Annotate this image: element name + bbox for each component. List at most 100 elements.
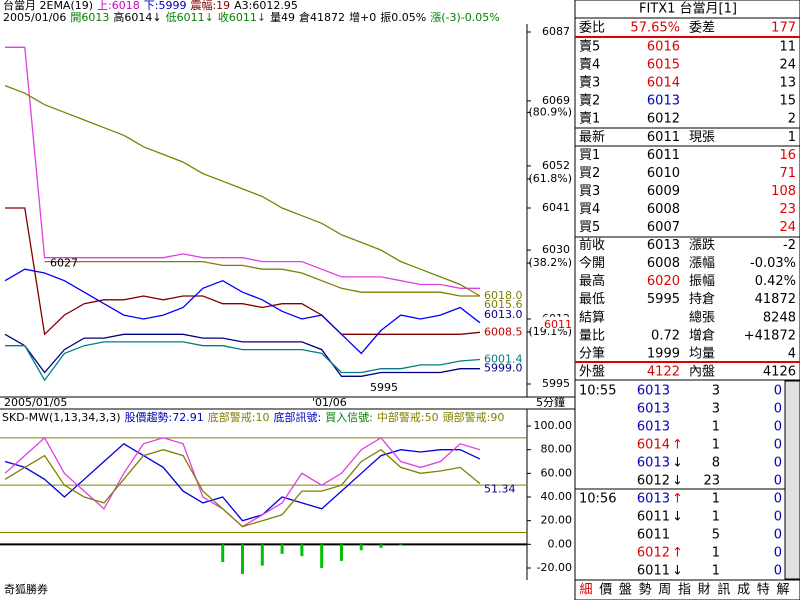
quote-cell: 41872 (755, 292, 796, 307)
quote-cell: 賣2 (579, 94, 600, 109)
status-item: 中部警戒:50 (377, 410, 439, 424)
status-item: 倉41872 (299, 10, 345, 24)
line-label: 6001.4 (484, 353, 523, 366)
tick-price: 6014 (637, 438, 670, 453)
quote-cell: 最高 (579, 273, 605, 289)
quote-cell: 買3 (579, 184, 600, 199)
quote-cell: 4122 (647, 364, 680, 379)
status-line: 2005/01/06 開6013 高6014↓ 低6011↓ 收6011↓ 量49 倉418… (3, 10, 500, 24)
fib-label: (61.8%) (528, 172, 572, 185)
line-label: 6015.6 (484, 298, 523, 311)
histogram-bar (260, 544, 264, 566)
tab[interactable]: 指 (678, 583, 691, 598)
high-mark: 6027 (50, 257, 78, 270)
tab[interactable]: 盤 (619, 583, 632, 598)
quote-cell: 13 (779, 76, 796, 91)
price-line (5, 341, 481, 382)
y-tick-label: 6041 (542, 201, 570, 214)
tick-count: 0 (774, 510, 782, 525)
status-item: 增+0 (349, 10, 376, 24)
status-item: 開6013 (70, 11, 109, 24)
status-item: 振0.05% (380, 10, 426, 24)
quote-cell: 賣5 (579, 40, 600, 55)
status-item: 收6011↓ (218, 10, 266, 24)
quote-cell: 增倉 (689, 328, 715, 343)
quote-cell: 外盤 (579, 364, 605, 379)
quote-cell: 漲幅 (689, 256, 715, 271)
tick-count: 0 (774, 528, 782, 543)
line-label: 6008.5 (484, 325, 523, 338)
quote-cell: 1 (788, 130, 796, 145)
status-item: 上:6018 (97, 0, 140, 12)
tick-volume: 1 (712, 546, 720, 561)
y-tick-label: 20.00 (541, 514, 573, 527)
quote-cell: 委差 (689, 21, 715, 36)
scrollbar[interactable] (784, 380, 800, 580)
quote-cell: 漲跌 (689, 237, 715, 253)
tab[interactable]: 訊 (717, 583, 730, 598)
tick-price: 6012 (637, 546, 670, 561)
quote-cell: 23 (779, 202, 796, 217)
quote-cell: 6008 (647, 202, 680, 217)
quote-cell: 委比 (579, 21, 605, 36)
quote-cell: 8248 (763, 310, 796, 325)
tick-price: 6013 (637, 384, 670, 399)
quote-cell: 6009 (647, 184, 680, 199)
fib-label: (80.9%) (528, 105, 572, 118)
quote-cell: 賣3 (579, 76, 600, 91)
y-tick-label: -20.00 (537, 561, 572, 574)
tab[interactable]: 解 (776, 583, 789, 598)
status-item: 下:5999 (144, 0, 187, 12)
quote-cell: 前收 (579, 237, 605, 253)
quote-cell: 內盤 (689, 364, 715, 379)
tick-count: 0 (774, 420, 782, 435)
quote-cell: 5995 (647, 292, 680, 307)
quote-cell: 今開 (579, 255, 605, 271)
tab[interactable]: 細 (579, 583, 592, 598)
line-label: 6013.0 (484, 308, 523, 321)
tab[interactable]: 特 (757, 583, 770, 598)
status-line: 台當月 2EMA(19) 上:6018 下:5999 震幅:19 A3:6012.95 (3, 0, 298, 12)
histogram-bar (280, 544, 284, 554)
tab[interactable]: 勢 (639, 583, 652, 598)
tick-count: 0 (774, 438, 782, 453)
tab[interactable]: 周 (658, 583, 671, 598)
quote-title: FITX1 台當月[1] (639, 2, 737, 17)
tick-volume: 3 (712, 402, 720, 417)
quote-cell: 最低 (579, 292, 605, 307)
tab[interactable]: 成 (737, 583, 750, 598)
quote-cell: 0.42% (755, 274, 796, 289)
price-line (5, 207, 481, 336)
tick-price: 6013 (637, 456, 670, 471)
tick-count: 0 (774, 546, 782, 561)
price-line (44, 260, 480, 297)
footer: 奇狐勝券 (4, 582, 48, 596)
fib-label: (38.2%) (528, 256, 572, 269)
histogram-bar (300, 544, 304, 557)
tab[interactable]: 價 (599, 583, 612, 598)
quote-cell: 賣4 (579, 58, 600, 73)
indicator-line (4, 448, 481, 528)
tick-price: 6011 (637, 510, 670, 525)
quote-cell: 6007 (647, 220, 680, 235)
y-tick-label: 6052 (542, 159, 570, 172)
y-tick-label: 40.00 (541, 490, 573, 503)
tab[interactable]: 財 (698, 583, 711, 598)
histogram-bar (379, 544, 383, 548)
quote-cell: 買2 (579, 166, 600, 181)
quote-cell: 賣1 (579, 112, 600, 127)
period-label[interactable]: 5分鐘 (536, 395, 565, 409)
y-tick-label: 6030 (542, 243, 570, 256)
tick-volume: 1 (712, 420, 720, 435)
tick-arrow: ↑ (672, 492, 683, 507)
quote-cell: 6016 (647, 40, 680, 55)
tick-price: 6011 (637, 528, 670, 543)
quote-cell: 買4 (579, 202, 600, 217)
price-line (4, 268, 481, 355)
quote-cell: 持倉 (689, 292, 715, 307)
quote-cell: 57.65% (630, 21, 680, 36)
tick-count: 0 (774, 456, 782, 471)
